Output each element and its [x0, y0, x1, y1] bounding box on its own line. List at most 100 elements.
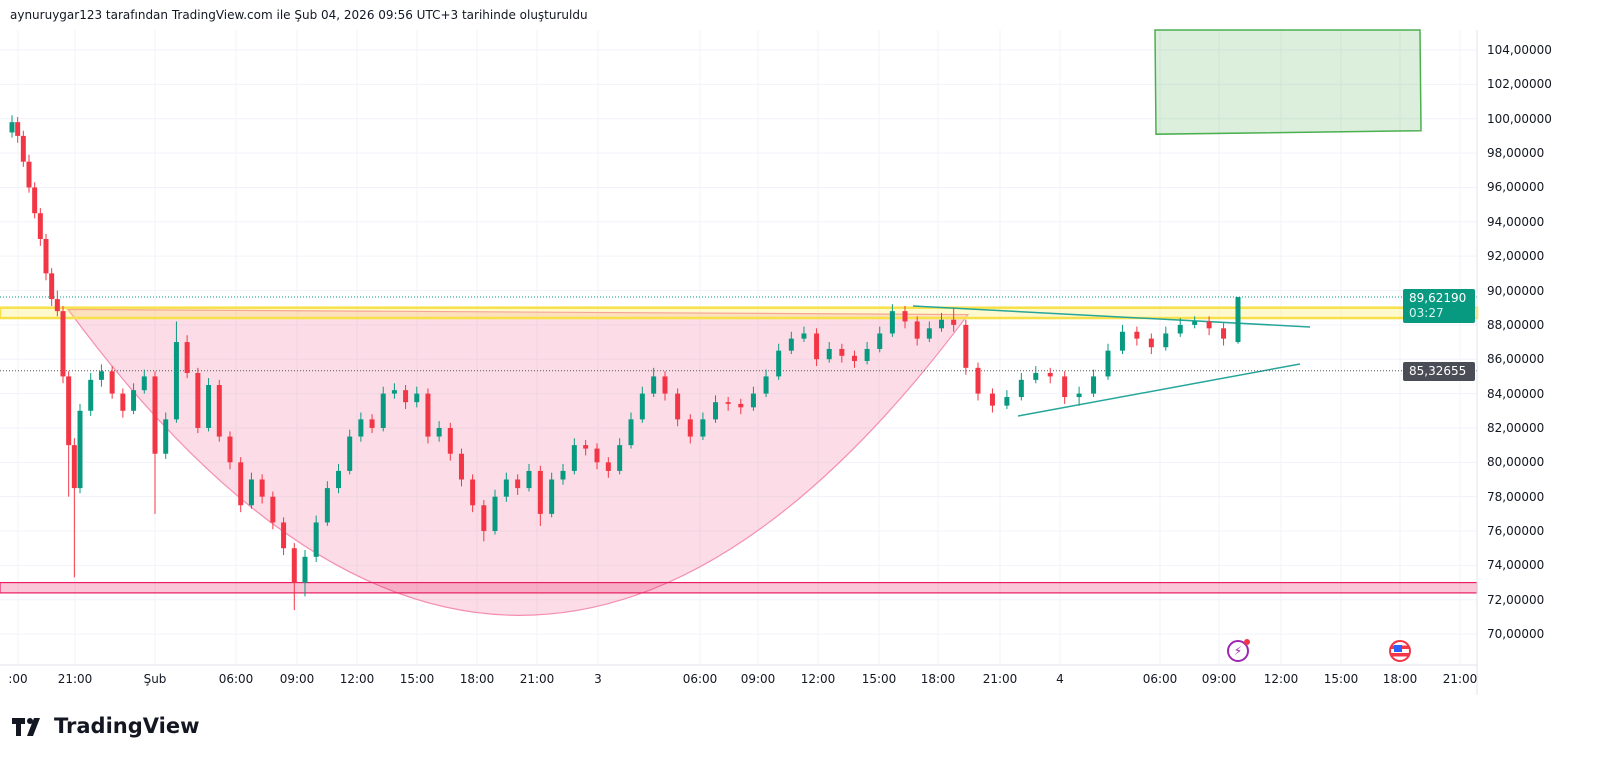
candle-body	[131, 390, 137, 411]
candle-body	[571, 445, 577, 471]
candle-body	[66, 376, 72, 446]
time-axis-label: 21:00	[982, 672, 1018, 686]
candle-body	[1062, 376, 1068, 398]
chart-caption: aynuruygar123 tarafından TradingView.com…	[10, 8, 588, 22]
price-axis-label: 74,00000	[1487, 558, 1545, 573]
candle-body	[54, 299, 60, 312]
time-axis-label: 3	[594, 672, 602, 686]
candle-body	[1134, 331, 1140, 339]
candle-body	[814, 333, 820, 360]
candle-body	[826, 348, 832, 360]
candle-body	[403, 390, 409, 403]
candle-body	[1018, 379, 1024, 398]
candle-body	[639, 393, 645, 420]
time-axis-label: Şub	[143, 672, 167, 686]
candle-body	[380, 393, 386, 428]
tradingview-logo-icon	[12, 718, 40, 736]
candle-body	[1004, 397, 1010, 406]
candle-body	[49, 273, 55, 300]
brand-name: TradingView	[54, 714, 200, 738]
candle-body	[889, 311, 895, 334]
candle-body	[687, 419, 693, 437]
candle-body	[195, 372, 201, 428]
candle-body	[662, 376, 668, 394]
candle-body	[163, 419, 169, 454]
support-zone	[0, 581, 1478, 594]
candle-body	[37, 213, 43, 239]
price-axis-label: 70,00000	[1487, 627, 1545, 642]
candle-body	[347, 436, 353, 471]
drawings	[0, 29, 1479, 616]
candle-body	[864, 348, 870, 361]
candle-body	[549, 479, 555, 514]
candle-body	[206, 385, 212, 428]
time-axis-label: 21:00	[57, 672, 93, 686]
candle-body	[414, 393, 420, 403]
candle-body	[902, 311, 908, 322]
candle-body	[436, 427, 442, 437]
time-axis-label: 12:00	[800, 672, 836, 686]
candle-body	[15, 122, 21, 136]
candle-body	[515, 479, 521, 489]
price-axis-label: 98,00000	[1487, 146, 1545, 161]
candle-body	[605, 462, 611, 471]
candle-body	[801, 333, 807, 339]
last-price-tag: 89,62190 03:27	[1403, 289, 1475, 323]
candle-body	[369, 419, 375, 428]
candle-body	[1177, 324, 1183, 334]
time-axis-label: 06:00	[1142, 672, 1178, 686]
candle-body	[152, 376, 158, 454]
candle-body	[9, 122, 15, 133]
candle-body	[776, 350, 782, 377]
price-axis-label: 102,00000	[1487, 77, 1552, 92]
time-axis-label: :00	[8, 672, 28, 686]
candle-body	[1235, 297, 1241, 343]
candle-body	[926, 328, 932, 339]
triangle-upper-line	[912, 305, 1311, 328]
price-axis-label: 82,00000	[1487, 420, 1545, 435]
candle-body	[651, 376, 657, 394]
time-axis-label: 09:00	[1201, 672, 1237, 686]
candle-body	[141, 376, 147, 391]
time-axis-label: 4	[1056, 672, 1064, 686]
candle-body	[1221, 328, 1227, 339]
candle-body	[71, 445, 77, 489]
candle-body	[839, 348, 845, 356]
candle-body	[725, 402, 731, 404]
candle-body	[738, 403, 744, 408]
time-axis-label: 18:00	[459, 672, 495, 686]
candle-body	[750, 393, 756, 408]
candle-body	[302, 556, 308, 583]
tradingview-logo[interactable]: TradingView	[12, 714, 199, 738]
candle-body	[32, 187, 38, 214]
candle-body	[951, 319, 957, 325]
candle-body	[313, 522, 319, 557]
candle-body	[26, 161, 32, 188]
candle-body	[914, 321, 920, 339]
candle-body	[248, 479, 254, 506]
candle-body	[503, 479, 509, 497]
time-axis-label: 09:00	[740, 672, 776, 686]
time-axis-label: 15:00	[399, 672, 435, 686]
time-axis-label: 06:00	[682, 672, 718, 686]
time-axis-label: 18:00	[1382, 672, 1418, 686]
candle-body	[109, 371, 115, 394]
economic-event-lightning-icon[interactable]: ⚡	[1227, 639, 1250, 662]
candle-body	[98, 371, 104, 380]
candle-body	[259, 479, 265, 497]
candle-body	[628, 419, 634, 446]
candle-body	[1033, 372, 1039, 380]
price-axis-label: 88,00000	[1487, 317, 1545, 332]
price-axis-label: 78,00000	[1487, 489, 1545, 504]
us-flag-event-icon[interactable]	[1389, 640, 1411, 662]
candle-body	[1076, 393, 1082, 398]
candle-body	[1163, 333, 1169, 348]
candle-body	[989, 393, 995, 406]
triangle-lower-line	[1017, 363, 1301, 417]
price-axis-label: 96,00000	[1487, 180, 1545, 195]
candle-body	[184, 342, 190, 373]
candle-body	[281, 522, 287, 549]
resistance-zone	[0, 306, 1479, 320]
time-axis-label: 15:00	[1323, 672, 1359, 686]
